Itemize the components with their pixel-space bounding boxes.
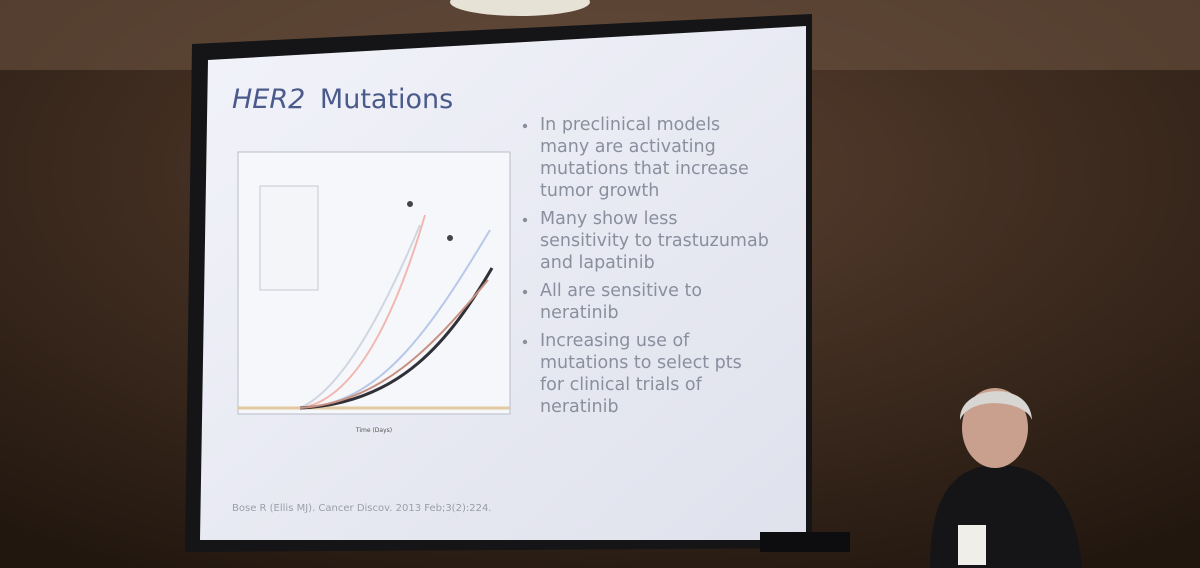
plot-point [407, 201, 413, 207]
bullet-line: Many show less [540, 209, 678, 229]
presenter [760, 388, 1082, 568]
bullet-dot [522, 123, 528, 129]
bullet-line: many are activating [540, 137, 716, 157]
ceiling-light [450, 0, 590, 16]
podium-laptop [760, 532, 850, 552]
bullet-line: mutations to select pts [540, 353, 742, 373]
title-rest: Mutations [320, 84, 453, 115]
bullet-line: and lapatinib [540, 253, 655, 273]
bullet-line: neratinib [540, 397, 619, 417]
bullet-dot [522, 289, 528, 295]
plot-curve [299, 279, 489, 409]
name-badge [958, 525, 986, 565]
bullet-line: for clinical trials of [540, 375, 703, 395]
bullet-line: Increasing use of [540, 331, 690, 351]
bullet-line: tumor growth [540, 181, 659, 201]
citation: Bose R (Ellis MJ). Cancer Discov. 2013 F… [232, 503, 491, 514]
presenter-hair [959, 391, 1032, 420]
bullet-line: sensitivity to trastuzumab [540, 231, 769, 251]
bullet-line: All are sensitive to [540, 281, 702, 301]
plot-point [447, 235, 453, 241]
presenter-face [962, 388, 1028, 468]
slide-title: HER2 Mutations [232, 84, 453, 115]
bullet-line: In preclinical models [540, 115, 720, 135]
figure: Time (Days) [237, 151, 511, 434]
title-emphasis: HER2 [232, 84, 305, 115]
bullet-dot [522, 339, 528, 345]
plot-legend [259, 185, 319, 291]
bullet-line: neratinib [540, 303, 619, 323]
bullet-dot [522, 217, 528, 223]
plot-curve [299, 224, 421, 409]
x-axis-label: Time (Days) [355, 427, 392, 434]
plot-curve [299, 214, 426, 409]
bullet-line: mutations that increase [540, 159, 749, 179]
